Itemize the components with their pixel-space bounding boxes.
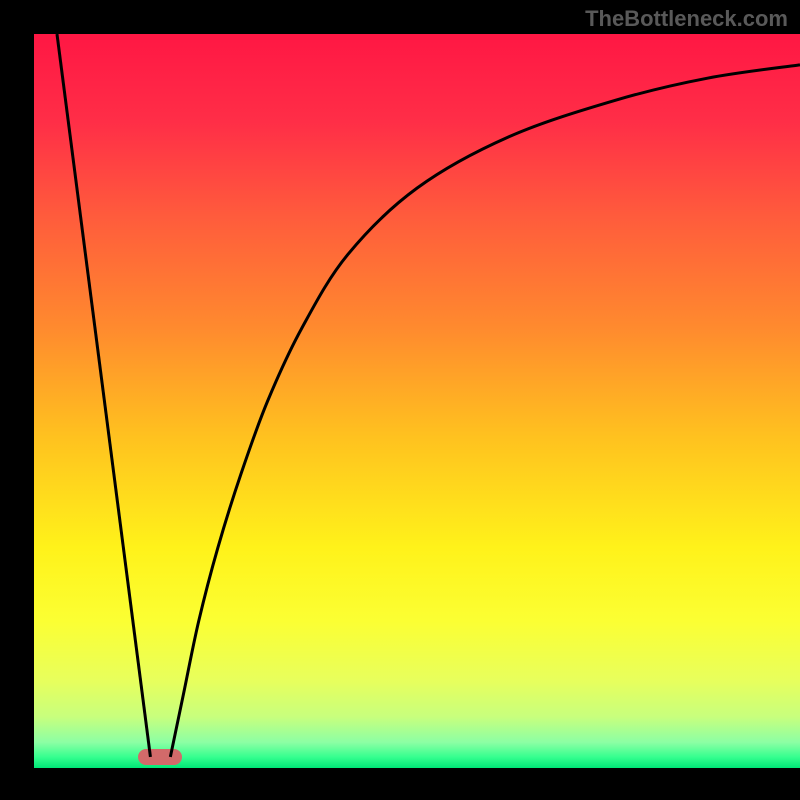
plot-area xyxy=(34,34,800,768)
bottleneck-curve xyxy=(34,34,800,768)
watermark-text: TheBottleneck.com xyxy=(585,6,788,32)
curve-right-branch xyxy=(170,65,800,757)
chart-container: TheBottleneck.com xyxy=(0,0,800,800)
curve-left-branch xyxy=(57,34,150,757)
